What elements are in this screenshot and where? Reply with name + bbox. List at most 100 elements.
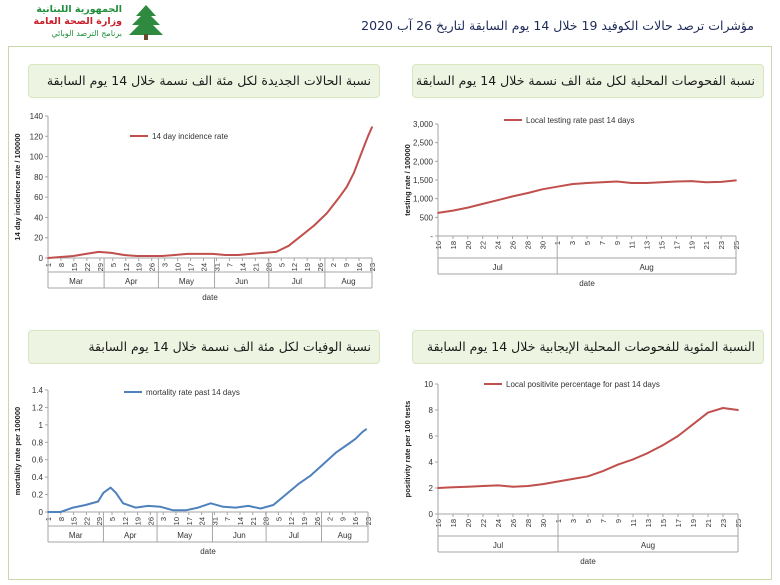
mortality-data-point (222, 505, 225, 508)
testing-x-tick-label: 26 (509, 241, 518, 249)
incidence-month-label: Mar (69, 277, 83, 286)
testing-month-label: Aug (639, 263, 653, 272)
mortality-y-tick-label: 1.2 (32, 403, 44, 412)
testing-legend-label: Local testing rate past 14 days (526, 116, 635, 125)
mortality-data-point (309, 474, 312, 477)
incidence-panel-title-box: نسبة الحالات الجديدة لكل مئة الف نسمة خل… (28, 64, 380, 98)
incidence-data-point (47, 257, 49, 259)
incidence-x-tick-label: 9 (342, 263, 351, 267)
mortality-data-point (354, 437, 357, 440)
mortality-x-tick-label: 12 (121, 517, 130, 525)
testing-series-line (437, 179, 737, 214)
page-header: الجمهورية اللبنانية وزارة الصحة العامة ب… (0, 0, 780, 46)
incidence-x-tick-label: 31 (212, 263, 221, 271)
mortality-panel: نسبة الوفيات لكل مئة الف نسمة خلال 14 يو… (10, 322, 380, 580)
incidence-chart: 0 20 40 60 80 100 120 140 14 day incidence rate … (10, 106, 380, 314)
positivity-panel: النسبة المئوية للفحوصات المحلية الإيجابي… (394, 322, 764, 580)
mortality-month-label: Mar (69, 531, 83, 540)
mortality-data-point (234, 506, 237, 509)
mortality-series-line (48, 428, 367, 513)
testing-chart: - 500 1,000 1,500 2,000 2,500 3,000 testing rat… (394, 106, 764, 314)
positivity-x-tick-label: 15 (659, 519, 668, 527)
incidence-x-tick-label: 22 (83, 263, 92, 271)
incidence-x-tick-label: 2 (329, 263, 338, 267)
mortality-month-label: Jun (233, 531, 246, 540)
mortality-y-tick-label: 0.4 (32, 473, 44, 482)
mortality-data-point (209, 502, 212, 505)
testing-y-tick-label: 1,500 (413, 176, 434, 185)
positivity-x-tick-label: 17 (674, 519, 683, 527)
incidence-data-point (237, 254, 239, 256)
cedar-icon (129, 5, 163, 40)
incidence-x-tick-label: 12 (290, 263, 299, 271)
testing-data-point (630, 182, 633, 184)
testing-panel-title-box: نسبة الفحوصات المحلية لكل مئة الف نسمة خ… (412, 64, 764, 98)
mortality-y-tick-label: 1.4 (32, 386, 44, 395)
positivity-data-point (692, 423, 694, 426)
logo-text-program: برنامج الترصد الوبائي (51, 29, 122, 38)
mortality-data-point (259, 507, 262, 510)
positivity-y-tick-label: 0 (429, 510, 434, 519)
testing-x-tick-label: 22 (479, 241, 488, 249)
mortality-x-tick-label: 26 (146, 517, 155, 525)
mortality-data-point (109, 486, 112, 489)
incidence-x-tick-label: 16 (355, 263, 364, 271)
incidence-series-line (47, 126, 373, 259)
testing-data-point (511, 195, 514, 198)
positivity-data-point (482, 485, 484, 487)
incidence-x-tick-label: 24 (200, 263, 209, 271)
positivity-data-point (602, 470, 604, 472)
testing-data-point (660, 181, 663, 184)
positivity-y-tick-label: 4 (429, 458, 434, 467)
incidence-y-tick-label: 0 (39, 254, 44, 263)
mortality-x-tick-label: 2 (326, 517, 335, 521)
mortality-x-tick-label: 14 (236, 517, 245, 525)
testing-data-point (586, 182, 588, 184)
positivity-data-point (707, 411, 709, 414)
incidence-x-tick-label: 21 (251, 263, 260, 271)
testing-x-tick-label: 20 (464, 241, 473, 249)
mortality-x-tick-label: 3 (159, 517, 168, 521)
incidence-x-tick-label: 7 (225, 263, 234, 267)
incidence-data-point (186, 253, 189, 255)
mortality-month-label: Apr (124, 531, 137, 540)
testing-x-tick-label: 28 (523, 241, 532, 249)
incidence-data-point (363, 143, 366, 146)
incidence-data-point (367, 134, 370, 137)
incidence-data-point (199, 253, 201, 255)
incidence-x-tick-label: 19 (135, 263, 144, 271)
testing-x-tick-label: 13 (643, 241, 652, 249)
testing-x-tick-label: 15 (658, 241, 667, 249)
testing-data-point (720, 180, 722, 183)
mortality-data-point (322, 463, 325, 465)
mortality-x-tick-label: 19 (134, 517, 143, 525)
mortality-x-tick-label: 17 (185, 517, 194, 525)
incidence-data-point (97, 251, 100, 253)
incidence-x-tick-label: 8 (57, 263, 66, 267)
incidence-data-point (287, 244, 290, 247)
mortality-x-tick-label: 5 (274, 517, 283, 521)
incidence-data-point (358, 157, 361, 160)
positivity-data-point (737, 409, 739, 411)
mortality-data-point (134, 506, 137, 509)
testing-x-tick-label: 1 (553, 241, 562, 245)
incidence-y-tick-label: 100 (30, 153, 44, 162)
mortality-x-tick-label: 15 (70, 517, 79, 525)
testing-x-tick-label: 19 (687, 241, 696, 249)
positivity-x-tick-label: 19 (689, 519, 698, 527)
incidence-month-label: Jul (292, 277, 302, 286)
testing-y-tick-label: 2,000 (413, 157, 434, 166)
positivity-data-point (662, 444, 664, 446)
mortality-data-point (197, 506, 200, 509)
testing-data-point (452, 209, 454, 212)
testing-x-tick-label: 9 (613, 241, 622, 245)
mortality-panel-title-box: نسبة الوفيات لكل مئة الف نسمة خلال 14 يو… (28, 330, 380, 364)
incidence-data-point (262, 252, 265, 254)
testing-x-tick-label: 21 (702, 241, 711, 249)
positivity-x-tick-label: 26 (509, 519, 518, 527)
testing-data-point (526, 192, 529, 194)
positivity-x-tick-label: 23 (719, 519, 728, 527)
mortality-data-point (297, 483, 300, 486)
incidence-y-tick-label: 140 (30, 112, 44, 121)
incidence-data-point (211, 253, 214, 255)
